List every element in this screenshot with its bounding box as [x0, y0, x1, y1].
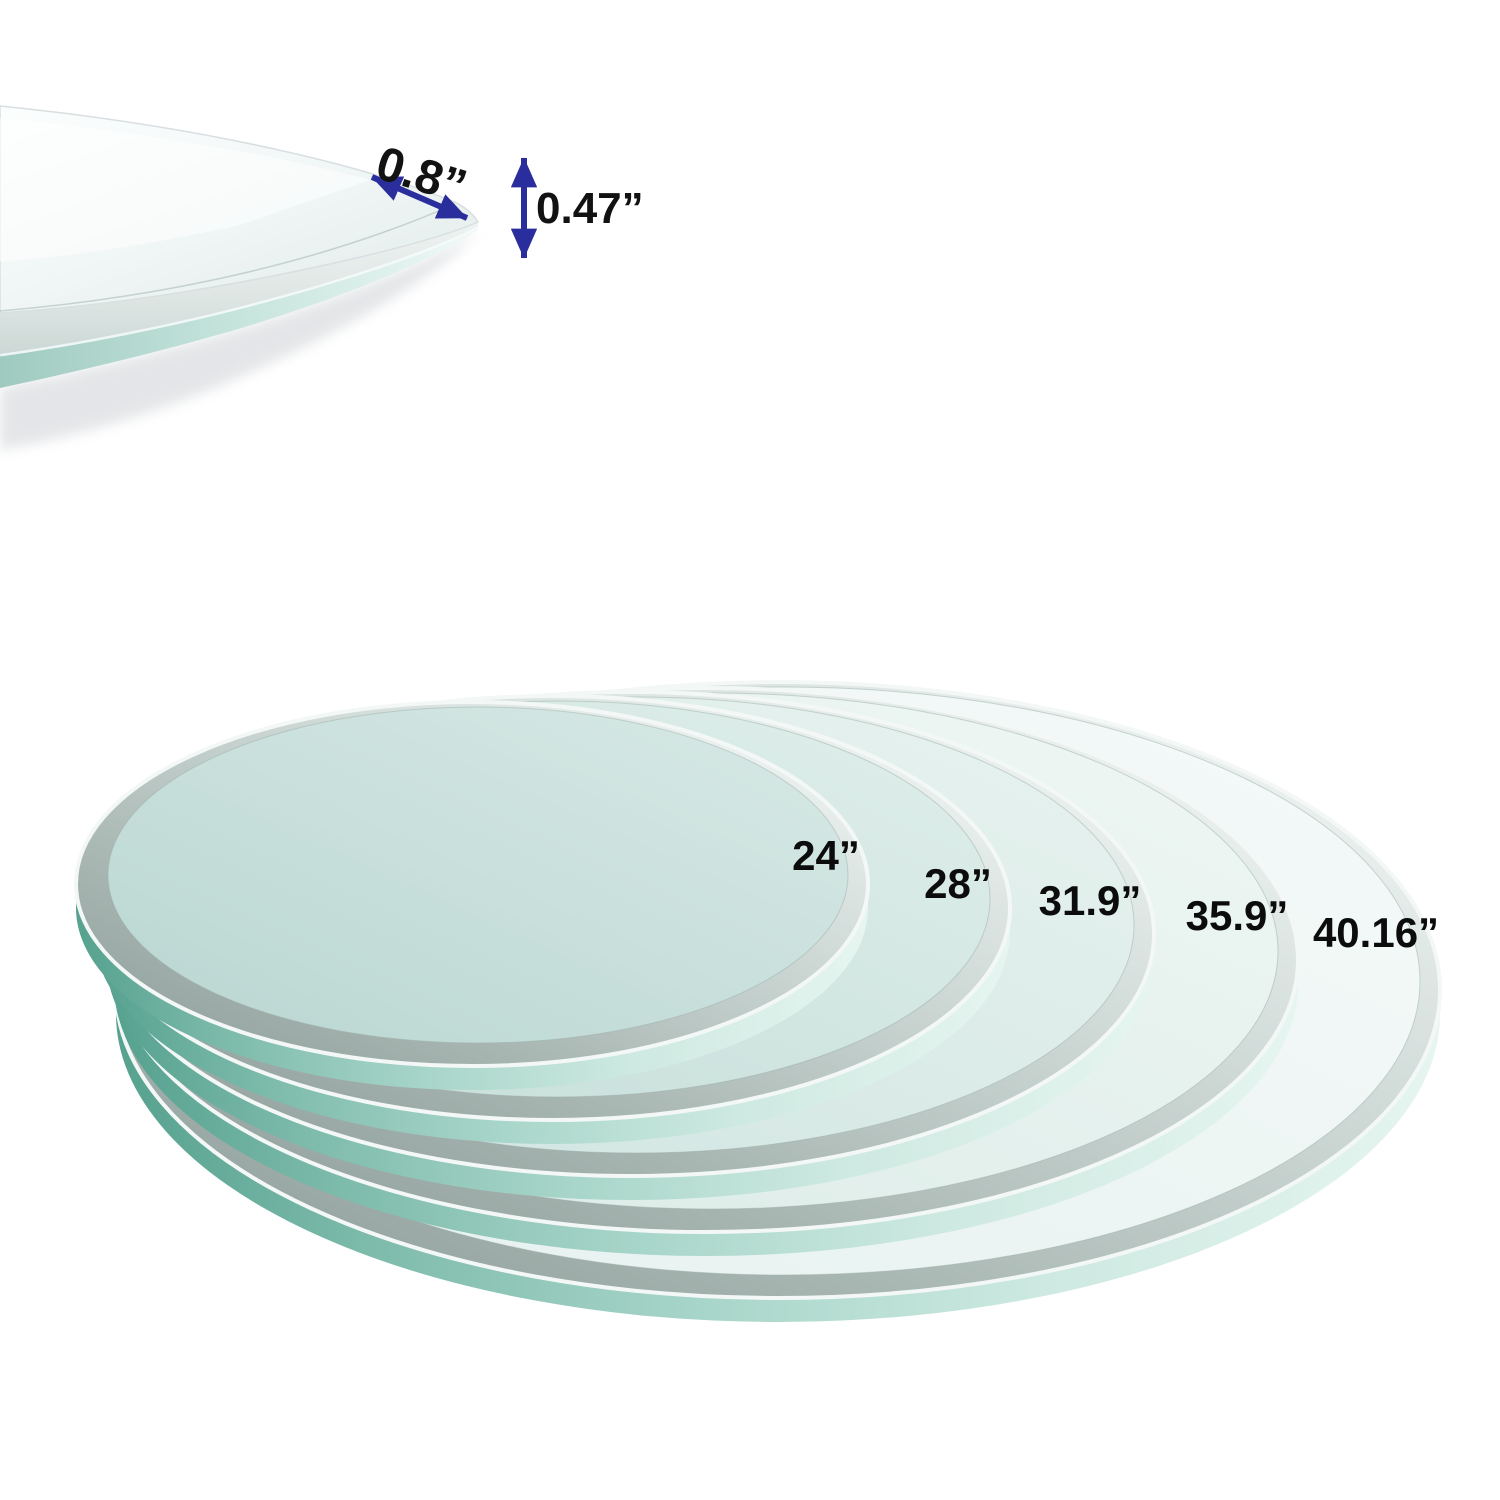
size-label-28: 28”: [924, 860, 992, 907]
size-label-35: 35.9”: [1185, 892, 1289, 939]
bevel-boundary-line: [0, 203, 456, 312]
glass-underside-shadow: [0, 230, 478, 450]
size-label-40: 40.16”: [1312, 909, 1440, 956]
size-label-24: 24”: [792, 832, 860, 879]
glass-bevel-band: [0, 222, 478, 354]
disc-top-face: [107, 706, 849, 1044]
glass-top-highlight: [0, 118, 370, 262]
thickness-label: 0.47”: [536, 184, 644, 233]
detail-inset-graphic: [0, 105, 538, 450]
bevel-width-arrow: [370, 174, 469, 221]
size-label-31: 31.9”: [1038, 877, 1142, 924]
glass-disc-24: [74, 700, 870, 1090]
